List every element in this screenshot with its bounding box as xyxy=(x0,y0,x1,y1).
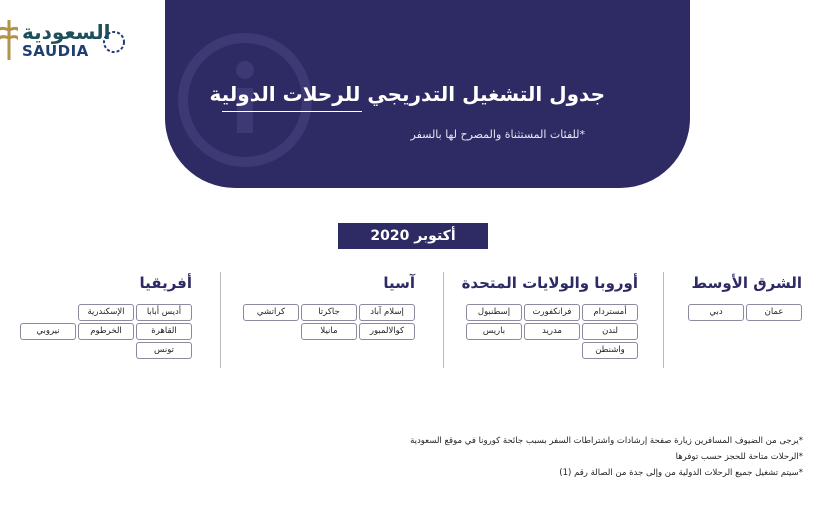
watermark xyxy=(178,33,312,167)
city: إسلام آباد xyxy=(359,304,415,321)
city: أمستردام xyxy=(582,304,638,321)
separator xyxy=(220,272,221,368)
city: مانيلا xyxy=(301,323,357,340)
region-title: أوروبا والولايات المتحدة xyxy=(461,274,638,292)
region-title: أفريقيا xyxy=(139,274,192,292)
city: واشنطن xyxy=(582,342,638,359)
subtitle: *للفئات المستثناة والمصرح لها بالسفر xyxy=(410,128,586,141)
city: نيروبي xyxy=(20,323,76,340)
city: باريس xyxy=(466,323,522,340)
title: جدول التشغيل التدريجي للرحلات الدولية xyxy=(209,82,605,106)
note: *سيتم تشغيل جميع الرحلات الدولية من وإلى… xyxy=(559,468,803,478)
separator xyxy=(443,272,444,368)
city: إسطنبول xyxy=(466,304,522,321)
logo-icon xyxy=(0,20,18,60)
city: عمان xyxy=(746,304,802,321)
city: لندن xyxy=(582,323,638,340)
city: فرانكفورت xyxy=(524,304,580,321)
month-badge: أكتوبر 2020 xyxy=(338,223,488,249)
city: الخرطوم xyxy=(78,323,134,340)
note: *الرحلات متاحة للحجز حسب توفرها xyxy=(675,452,803,462)
separator xyxy=(663,272,664,368)
city: أديس أبابا xyxy=(136,304,192,321)
header-panel xyxy=(165,0,690,188)
city: كوالالمبور xyxy=(359,323,415,340)
city: كراتشي xyxy=(243,304,299,321)
city: جاكرتا xyxy=(301,304,357,321)
city: القاهرة xyxy=(136,323,192,340)
note: *يرجى من الضيوف المسافرين زيارة صفحة إرش… xyxy=(410,436,803,446)
skyteam-icon xyxy=(103,31,125,53)
city: مدريد xyxy=(524,323,580,340)
city: تونس xyxy=(136,342,192,359)
region-title: الشرق الأوسط xyxy=(691,274,802,292)
logo-latin: SAUDIA xyxy=(22,42,89,60)
region-title: آسيا xyxy=(383,274,415,292)
title-underline xyxy=(222,111,362,112)
city: الإسكندرية xyxy=(78,304,134,321)
logo-arabic: السعودية xyxy=(22,20,111,44)
city: دبي xyxy=(688,304,744,321)
